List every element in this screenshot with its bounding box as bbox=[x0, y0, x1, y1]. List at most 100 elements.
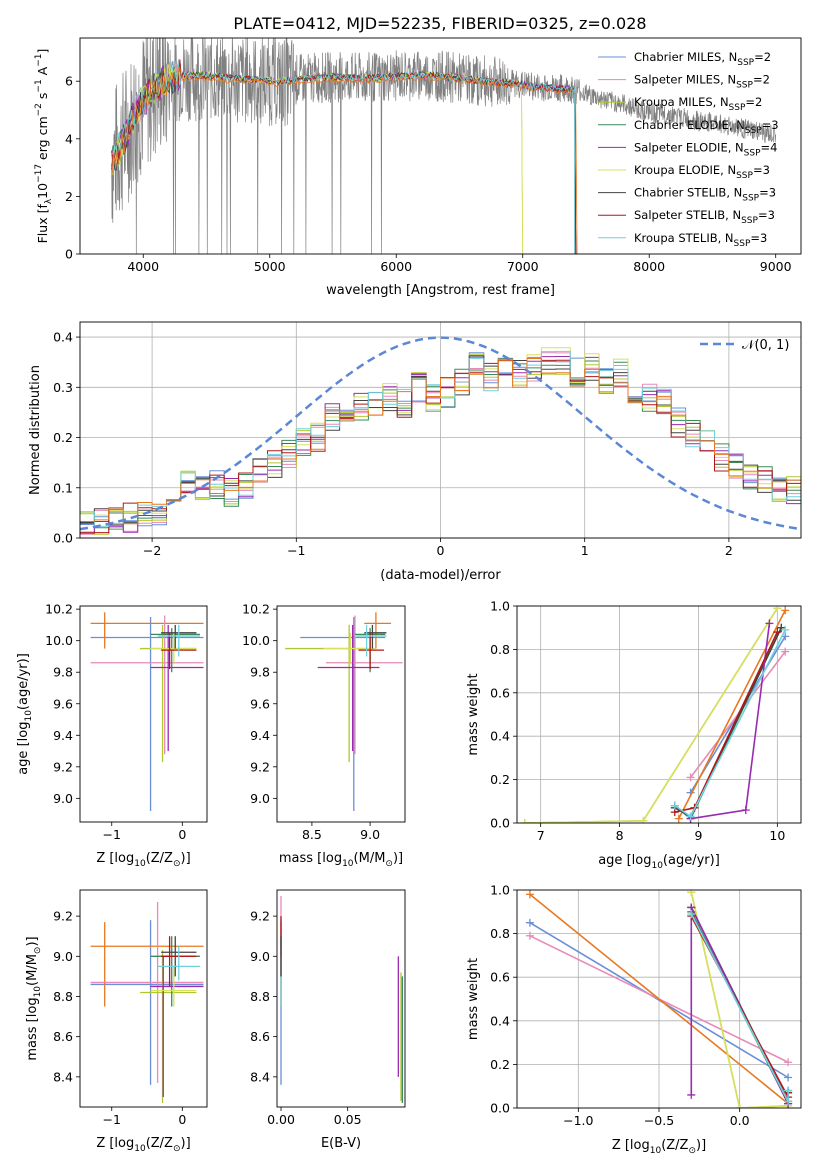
axes-frame bbox=[79, 321, 802, 539]
y-axis-label: mass weight bbox=[466, 958, 481, 1040]
legend-label-part: =3 bbox=[750, 231, 767, 245]
x-tick-label: −2 bbox=[143, 543, 161, 558]
x-axis-label-part: Z [log bbox=[96, 1136, 134, 1151]
weight-marker bbox=[525, 890, 534, 899]
weight-marker bbox=[520, 819, 529, 823]
y-axis-label-part: s bbox=[35, 93, 50, 104]
y-tick-label: 0.3 bbox=[53, 380, 73, 395]
weight-marker bbox=[686, 773, 695, 782]
x-tick-label: 0.0 bbox=[730, 1113, 750, 1128]
y-axis-label-part: −1 bbox=[34, 79, 44, 92]
x-axis-label: Z [log10(Z/Z⊙)] bbox=[612, 1138, 706, 1156]
legend-label-part: =3 bbox=[762, 118, 779, 132]
weight-marker bbox=[773, 606, 782, 613]
y-axis-label-part: erg cm bbox=[35, 116, 50, 164]
x-axis-label: E(B-V) bbox=[321, 1136, 361, 1151]
weight-line-4 bbox=[690, 892, 789, 1108]
y-tick-label: 9.2 bbox=[53, 909, 73, 924]
x-axis-label-part: ⊙ bbox=[385, 859, 393, 869]
x-tick-label: 4000 bbox=[127, 259, 159, 274]
weight-marker bbox=[781, 647, 790, 656]
weight-marker bbox=[670, 801, 679, 810]
weight-marker bbox=[525, 931, 534, 940]
y-tick-label: 0.0 bbox=[53, 531, 73, 546]
y-axis-label-part: −1 bbox=[34, 54, 44, 67]
x-axis-label: (data-model)/error bbox=[380, 568, 501, 583]
x-tick-label: 5000 bbox=[254, 259, 286, 274]
histogram-step-1 bbox=[80, 352, 801, 535]
legend-label-part: =2 bbox=[754, 50, 771, 64]
legend-label-part: Chabrier STELIB, N bbox=[634, 186, 742, 200]
x-tick-label: −0.5 bbox=[644, 1113, 674, 1128]
histogram-step-0 bbox=[80, 352, 801, 530]
weight-line-9 bbox=[674, 629, 786, 818]
figure-title: PLATE=0412, MJD=52235, FIBERID=0325, z=0… bbox=[233, 14, 646, 33]
legend-label-part: SSP bbox=[736, 171, 753, 181]
plot-area bbox=[280, 896, 403, 1103]
legend-label-part: =3 bbox=[759, 186, 776, 200]
x-axis-label: age [log10(age/yr)] bbox=[598, 853, 720, 871]
weight-line-2 bbox=[677, 609, 786, 820]
legend-label-part: SSP bbox=[741, 216, 758, 226]
legend-label-part: =3 bbox=[758, 208, 775, 222]
legend-label-part: SSP bbox=[742, 194, 759, 204]
mass-vs-reddening-panel: 0.00 0.05 8.4 8.6 8.8 9.0 9.2 E(B-V) bbox=[250, 889, 406, 1151]
x-tick-label: −1.0 bbox=[563, 1113, 593, 1128]
y-axis-label-part: ⊙ bbox=[33, 947, 43, 955]
y-tick-label: 10.0 bbox=[242, 633, 270, 648]
y-tick-label: 0.6 bbox=[490, 685, 510, 700]
legend-label-part: Salpeter MILES, N bbox=[634, 73, 736, 87]
y-axis-label: Normed distribution bbox=[28, 365, 43, 495]
histogram-step-6 bbox=[80, 356, 801, 526]
age-vs-metallicity-panel: −1 09.09.29.49.69.810.010.2Z [log10(Z/Z⊙)… bbox=[16, 602, 208, 869]
y-tick-label: 0.4 bbox=[53, 330, 73, 345]
weight-marker bbox=[765, 619, 774, 628]
x-tick-label: 1 bbox=[581, 543, 589, 558]
y-axis-label-part: ] bbox=[35, 49, 50, 54]
y-tick-label: 9.4 bbox=[250, 728, 270, 743]
y-tick-label: 9.2 bbox=[53, 759, 73, 774]
y-axis-label-part: (M/M bbox=[25, 954, 40, 986]
y-axis-label-part: 10 bbox=[33, 986, 43, 998]
y-tick-label: 0 bbox=[65, 247, 73, 262]
legend-label-part: Kroupa ELODIE, N bbox=[634, 163, 736, 177]
y-tick-label: 1.0 bbox=[490, 883, 510, 898]
plot-area bbox=[520, 606, 790, 823]
model-line-8 bbox=[111, 61, 575, 254]
y-tick-label: 8.8 bbox=[53, 989, 73, 1004]
x-axis-label: wavelength [Angstrom, rest frame] bbox=[326, 283, 555, 298]
weight-marker bbox=[784, 1097, 793, 1106]
y-axis-label: mass weight bbox=[466, 673, 481, 755]
y-tick-label: 0.2 bbox=[490, 772, 510, 787]
legend-label-part: Salpeter ELODIE, N bbox=[634, 140, 744, 154]
legend-label: Salpeter ELODIE, NSSP=4 bbox=[634, 140, 777, 158]
legend-label-normal: 𝒩(0, 1) bbox=[742, 338, 789, 353]
legend-label-part: SSP bbox=[745, 126, 762, 136]
y-tick-label: 10.0 bbox=[45, 633, 73, 648]
y-tick-label: 8.4 bbox=[53, 1069, 73, 1084]
y-tick-label: 9.2 bbox=[250, 909, 270, 924]
legend-label-part: Salpeter STELIB, N bbox=[634, 208, 741, 222]
x-axis-label-part: )] bbox=[181, 1136, 191, 1151]
mass-weight-vs-metallicity-panel: −1.0 −0.5 0.0 0.0 0.2 0.4 0.6 0.8 1.0 Z [log10(Z/… bbox=[466, 883, 802, 1156]
x-axis-label-part: )] bbox=[696, 1138, 706, 1153]
x-tick-label: 0 bbox=[178, 827, 186, 842]
y-tick-label: 0.0 bbox=[490, 1101, 510, 1116]
legend-label-part: SSP bbox=[729, 103, 746, 113]
legend-label-part: =2 bbox=[753, 73, 770, 87]
y-tick-label: 0.0 bbox=[490, 816, 510, 831]
residual-histogram-panel: −2 −1 0 1 2 0.0 0.1 0.2 0.3 0.4 𝒩(0, 1) (data-model… bbox=[28, 321, 802, 583]
y-tick-label: 9.4 bbox=[53, 728, 73, 743]
x-tick-label: 0 bbox=[437, 543, 445, 558]
y-tick-label: 9.0 bbox=[250, 949, 270, 964]
weight-marker bbox=[773, 628, 782, 637]
weight-marker bbox=[784, 1073, 793, 1082]
axes-frame bbox=[276, 889, 406, 1108]
axes-frame bbox=[79, 605, 208, 823]
axes-frame bbox=[79, 37, 802, 255]
legend-label-part: Kroupa MILES, N bbox=[634, 95, 729, 109]
legend-label-part: SSP bbox=[744, 148, 761, 158]
axes-frame bbox=[276, 605, 406, 823]
legend-label: Chabrier STELIB, NSSP=3 bbox=[634, 186, 776, 204]
